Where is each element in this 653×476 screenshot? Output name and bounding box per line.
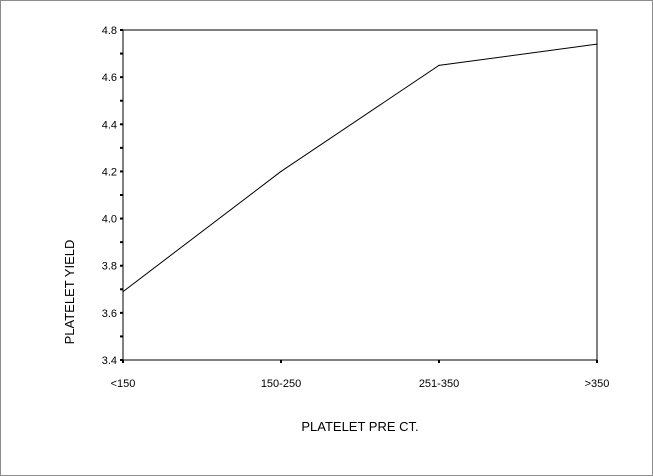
data-point: [596, 43, 598, 45]
y-tick-label: 4.2: [102, 166, 117, 178]
data-point: [122, 291, 124, 293]
x-tick-label: 251-350: [419, 378, 459, 390]
data-point: [280, 170, 282, 173]
y-tick-label: 3.8: [102, 261, 117, 273]
plot-border: [122, 29, 598, 361]
y-tick-label: 3.6: [102, 308, 117, 320]
data-point: [438, 64, 440, 66]
y-tick-label: 3.4: [102, 355, 117, 367]
series-group: [122, 43, 598, 293]
y-tick-label: 4.0: [102, 214, 117, 226]
plot-area: [122, 29, 598, 361]
series-line: [122, 43, 598, 293]
x-tick-label: <150: [111, 378, 136, 390]
x-axis: <150 150-250 251-350 >350: [111, 360, 610, 390]
y-tick-label: 4.6: [102, 72, 117, 84]
y-tick-label: 4.4: [102, 119, 117, 131]
x-axis-title: PLATELET PRE CT.: [301, 419, 418, 434]
x-tick-label: >350: [585, 378, 610, 390]
y-axis-title: PLATELET YIELD: [62, 240, 77, 345]
y-axis: 3.4 3.6 3.8 4.0 4.2 4.4 4.6 4.8: [102, 25, 123, 367]
y-tick-label: 4.8: [102, 25, 117, 37]
x-tick-label: 150-250: [261, 378, 301, 390]
